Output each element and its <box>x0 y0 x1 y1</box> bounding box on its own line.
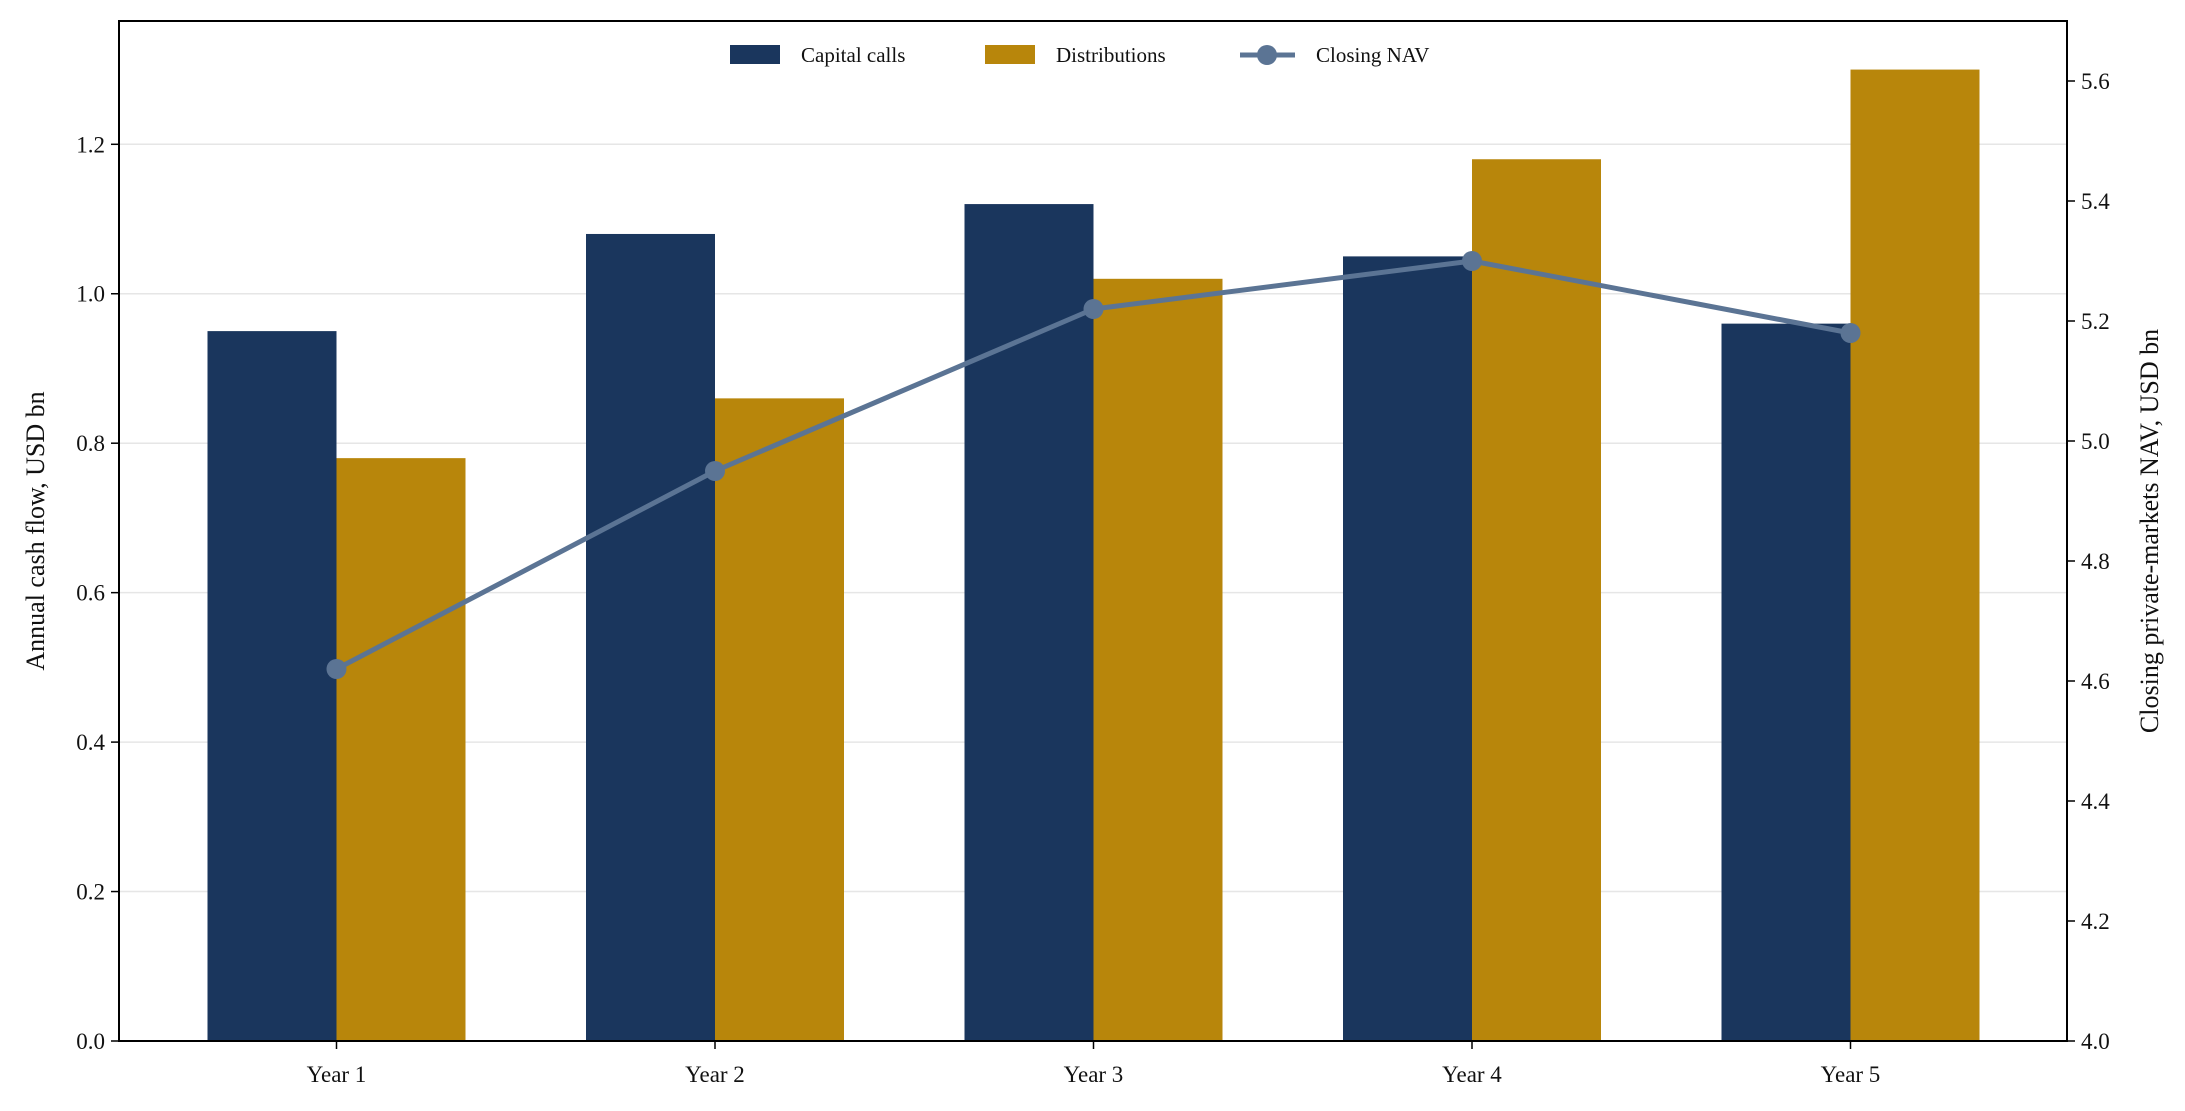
nav-point-4 <box>1462 251 1482 271</box>
y2-tick-label: 5.2 <box>2081 309 2110 334</box>
bar-distributions-4 <box>1472 159 1601 1041</box>
x-tick-label: Year 3 <box>1064 1062 1124 1087</box>
y2-axis-label: Closing private-markets NAV, USD bn <box>2135 329 2164 733</box>
legend-label-closing-nav: Closing NAV <box>1316 43 1429 67</box>
y-tick-label: 1.0 <box>76 282 105 307</box>
x-tick-label: Year 4 <box>1442 1062 1502 1087</box>
bar-distributions-1 <box>336 458 466 1042</box>
y-tick-label: 0.6 <box>76 581 105 606</box>
x-tick-label: Year 2 <box>685 1062 745 1087</box>
y2-tick-label: 4.2 <box>2081 909 2110 934</box>
y2-tick-label: 5.4 <box>2081 189 2110 214</box>
y2-tick-label: 4.8 <box>2081 549 2110 574</box>
bar-distributions-2 <box>715 398 844 1041</box>
y-tick-label: 0.0 <box>76 1029 105 1054</box>
nav-line-series <box>326 251 1861 679</box>
x-tick-label: Year 1 <box>307 1062 367 1087</box>
nav-point-2 <box>705 461 725 481</box>
legend: Capital calls Distributions Closing NAV <box>730 43 1429 67</box>
bar-distributions-3 <box>1093 278 1223 1041</box>
legend-marker-closing-nav <box>1257 45 1277 65</box>
y-tick-label: 0.8 <box>76 431 105 456</box>
y2-tick-label: 4.6 <box>2081 669 2110 694</box>
y2-tick-label: 4.0 <box>2081 1029 2110 1054</box>
legend-swatch-distributions <box>985 45 1035 64</box>
legend-label-distributions: Distributions <box>1056 43 1166 67</box>
y-axis-label: Annual cash flow, USD bn <box>21 391 50 670</box>
bar-capital-calls-3 <box>964 204 1094 1042</box>
bar-capital-calls-1 <box>207 331 337 1042</box>
legend-swatch-capital-calls <box>730 45 780 64</box>
axes: 0.0 0.2 0.4 0.6 0.8 1.0 1.2 4.0 4.2 4.4 4.6 4.8 5.0 5… <box>21 20 2164 1087</box>
nav-point-1 <box>326 659 347 679</box>
bar-distributions-5 <box>1850 69 1980 1042</box>
bar-capital-calls-4 <box>1343 256 1472 1041</box>
nav-point-5 <box>1840 323 1861 343</box>
nav-point-3 <box>1083 299 1104 319</box>
x-tick-label: Year 5 <box>1821 1062 1881 1087</box>
bar-capital-calls-2 <box>586 233 715 1041</box>
y-tick-label: 1.2 <box>76 132 105 157</box>
y2-tick-label: 4.4 <box>2081 789 2110 814</box>
y2-tick-label: 5.6 <box>2081 69 2110 94</box>
y2-tick-label: 5.0 <box>2081 429 2110 454</box>
y-tick-label: 0.4 <box>76 730 105 755</box>
legend-label-capital-calls: Capital calls <box>801 43 905 67</box>
bar-series <box>207 69 1980 1042</box>
bar-capital-calls-5 <box>1721 323 1851 1042</box>
y-tick-label: 0.2 <box>76 880 105 905</box>
